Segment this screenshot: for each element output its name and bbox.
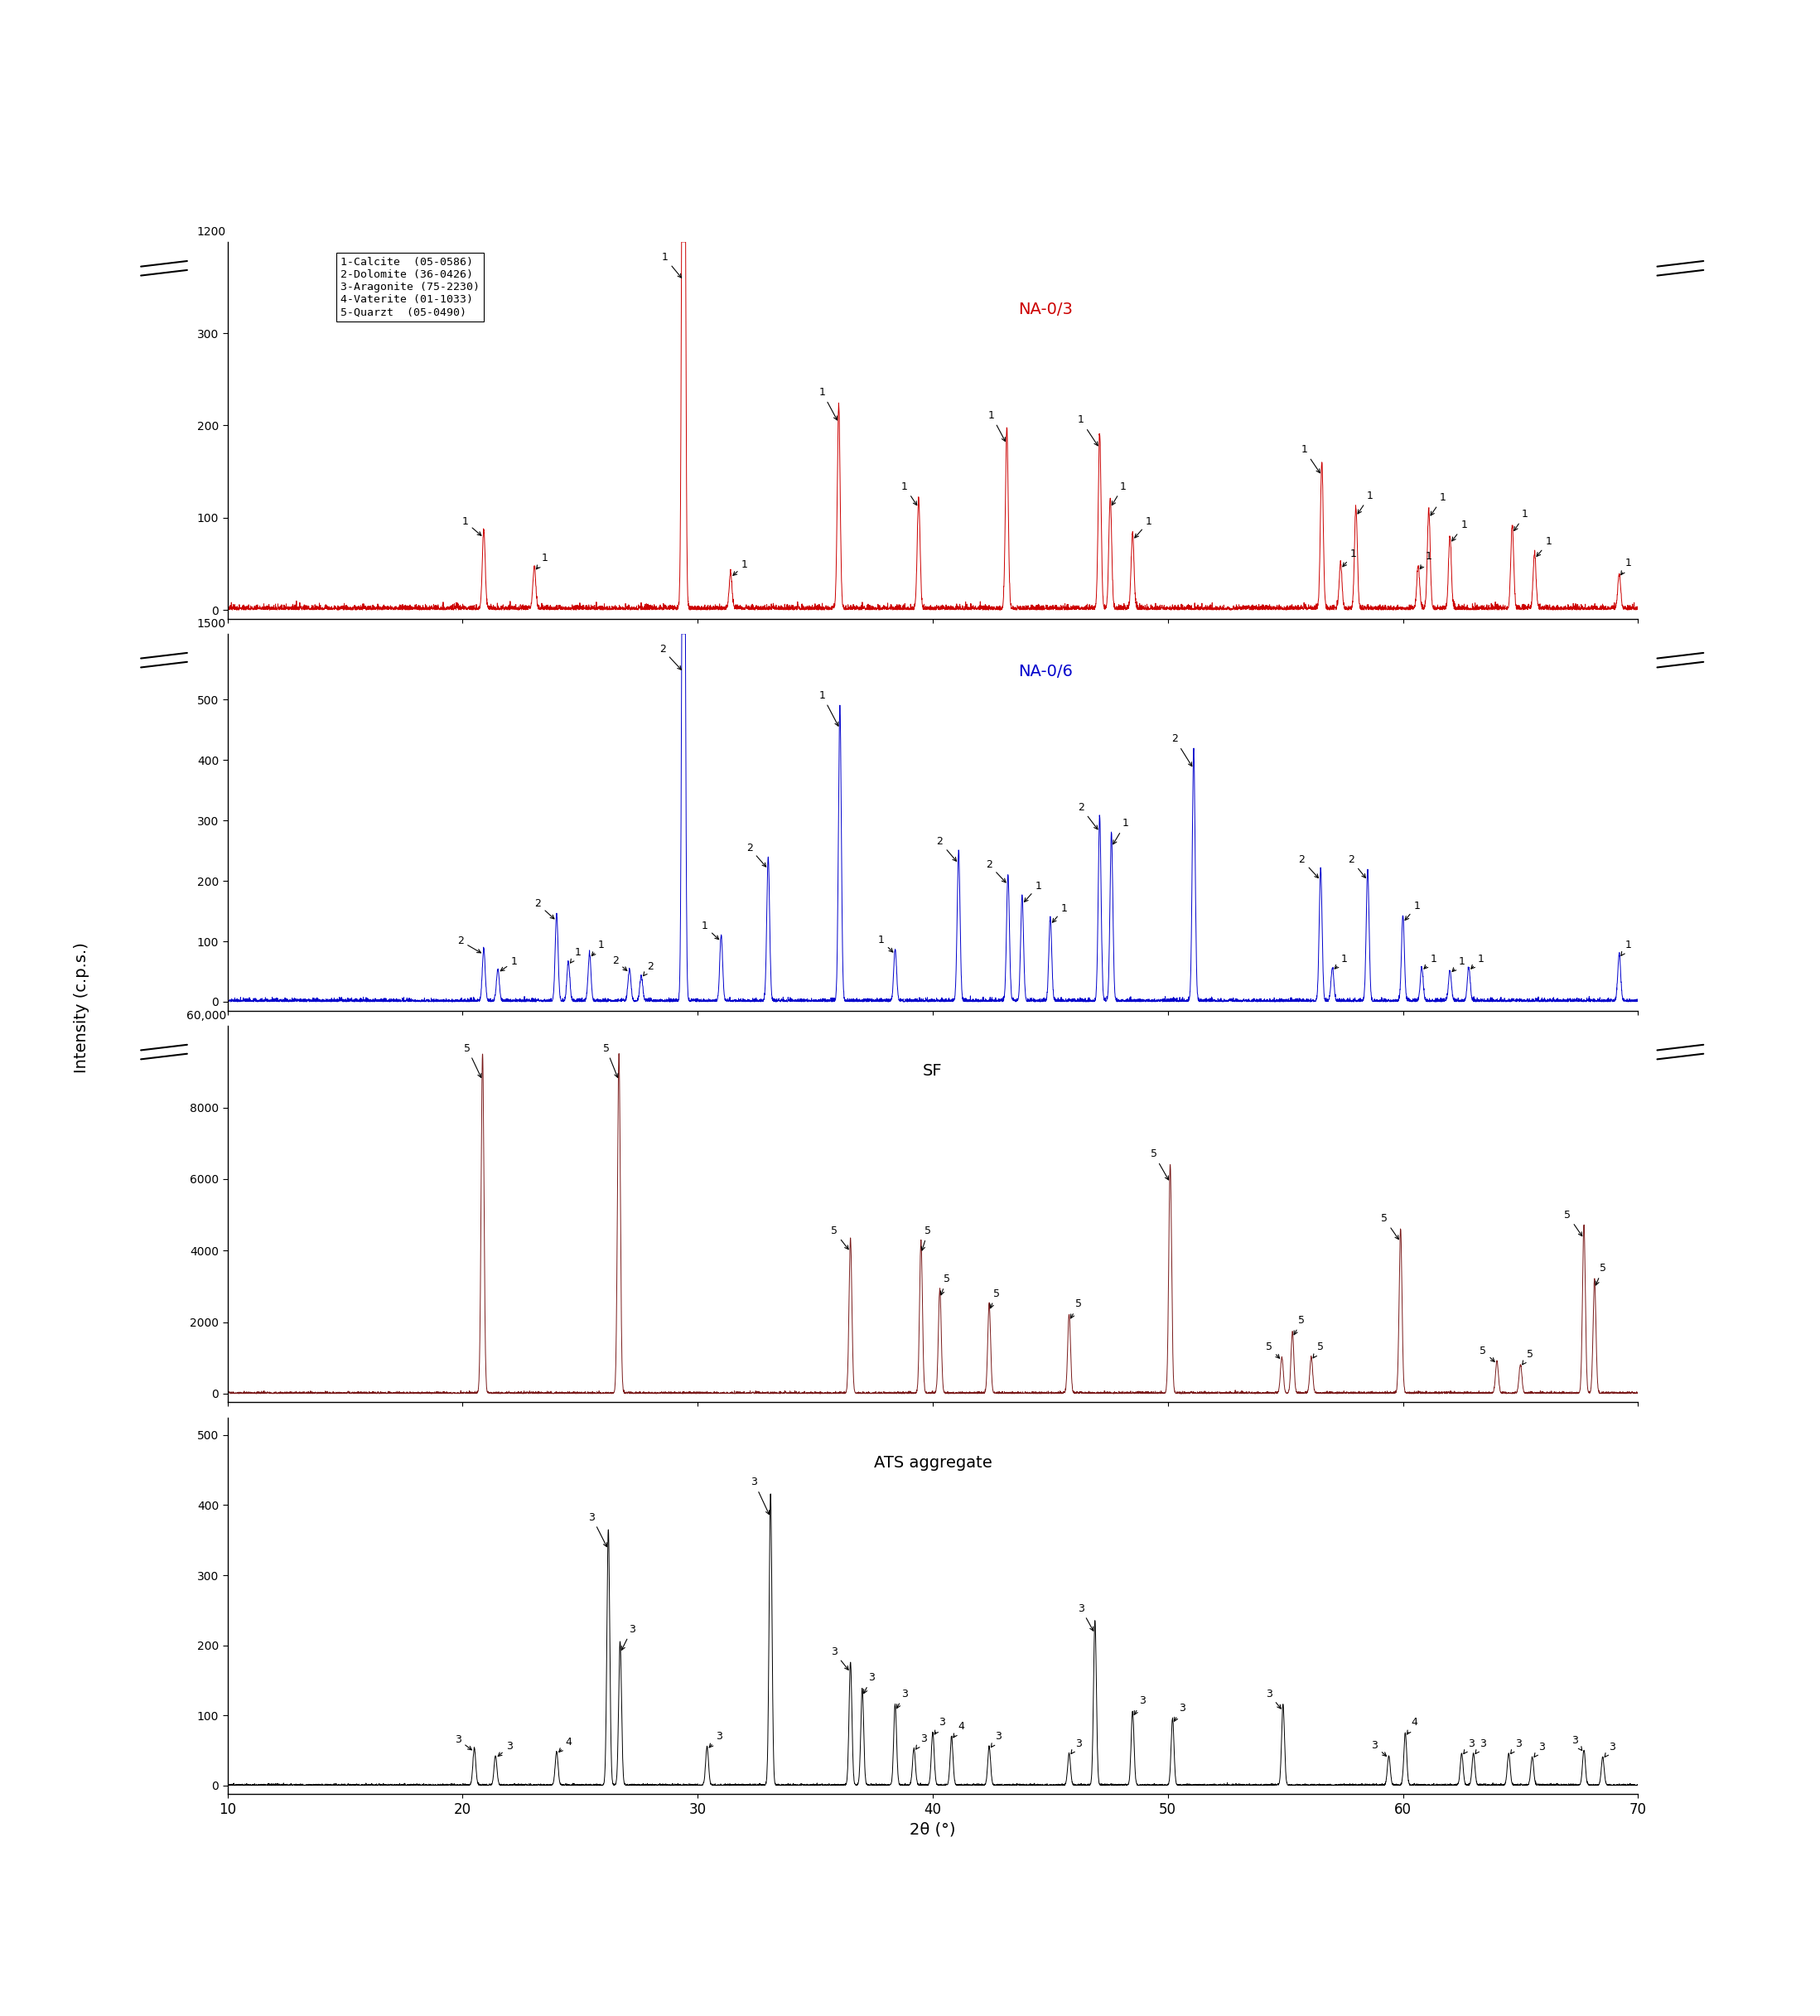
Text: 5: 5 [990,1288,999,1308]
Text: 5: 5 [1381,1214,1398,1240]
Text: 60,000: 60,000 [186,1010,226,1022]
Text: 5: 5 [1314,1343,1323,1359]
Text: 5: 5 [1070,1298,1081,1318]
Text: 3: 3 [1571,1734,1582,1750]
Text: 1: 1 [877,935,894,952]
Text: 5: 5 [1294,1314,1305,1335]
Text: 2: 2 [1349,855,1365,877]
Text: 1: 1 [819,387,837,419]
Text: 3: 3 [1077,1603,1094,1631]
Text: 1-Calcite  (05-0586)
2-Dolomite (36-0426)
3-Aragonite (75-2230)
4-Vaterite (01-1: 1-Calcite (05-0586) 2-Dolomite (36-0426)… [340,256,479,317]
Text: 1: 1 [1301,444,1320,474]
Text: 1: 1 [501,956,517,972]
Text: 1: 1 [1114,818,1128,845]
Text: 3: 3 [1134,1695,1145,1716]
Text: 1: 1 [1112,482,1127,506]
Text: 2: 2 [659,643,681,669]
Text: 3: 3 [1072,1738,1081,1754]
Text: 5: 5 [1480,1345,1494,1361]
Text: 3: 3 [752,1478,770,1514]
Text: 1: 1 [1431,492,1447,516]
Text: 3: 3 [1476,1738,1487,1754]
Text: 5: 5 [921,1226,932,1250]
Text: 1: 1 [1420,550,1432,569]
Text: 1500: 1500 [197,619,226,629]
Text: 3: 3 [864,1673,875,1693]
Text: 1: 1 [1334,954,1347,970]
Text: 1: 1 [537,552,548,569]
Text: 3: 3 [1534,1742,1545,1758]
Text: SF: SF [923,1062,943,1079]
Text: NA-0/3: NA-0/3 [1019,302,1072,319]
Text: 1: 1 [819,689,839,726]
Text: 2: 2 [612,956,626,970]
Text: 1: 1 [1622,939,1633,956]
Text: 5: 5 [1596,1264,1605,1284]
Text: 3: 3 [897,1689,908,1708]
Text: 1: 1 [1025,881,1041,901]
Text: 1: 1 [1405,901,1420,919]
Text: 1: 1 [1536,536,1552,556]
Text: NA-0/6: NA-0/6 [1019,663,1072,679]
Text: 1: 1 [1452,520,1467,540]
Text: 2: 2 [1172,734,1192,766]
Text: Intensity (c.p.s.): Intensity (c.p.s.) [75,943,89,1073]
Text: 5: 5 [830,1226,848,1250]
Text: 1200: 1200 [197,226,226,238]
Text: 5: 5 [1150,1149,1168,1179]
Text: 2: 2 [642,962,653,976]
X-axis label: 2θ (°): 2θ (°) [910,1822,956,1837]
Text: 3: 3 [710,1732,723,1748]
Text: 2: 2 [1298,855,1318,877]
Text: 1: 1 [1343,548,1358,566]
Text: 4: 4 [954,1722,965,1738]
Text: 1: 1 [1423,954,1436,970]
Text: 3: 3 [1463,1738,1474,1754]
Text: 1: 1 [1077,415,1097,446]
Text: 2: 2 [1077,802,1097,829]
Text: 1: 1 [901,482,917,506]
Text: 5: 5 [464,1042,480,1077]
Text: 1: 1 [701,921,719,939]
Text: 1: 1 [1052,903,1068,923]
Text: 1: 1 [592,939,604,956]
Text: 3: 3 [588,1512,606,1546]
Text: 3: 3 [992,1732,1001,1748]
Text: 1: 1 [1514,508,1529,530]
Text: ATS aggregate: ATS aggregate [874,1456,992,1470]
Text: 5: 5 [1522,1349,1532,1365]
Text: 2: 2 [937,837,957,861]
Text: 3: 3 [915,1734,926,1750]
Text: 3: 3 [499,1742,513,1756]
Text: 1: 1 [570,948,581,964]
Text: 4: 4 [1407,1718,1418,1734]
Text: 3: 3 [830,1647,848,1669]
Text: 4: 4 [559,1738,571,1752]
Text: 5: 5 [1265,1343,1279,1359]
Text: 1: 1 [988,409,1005,442]
Text: 1: 1 [1136,516,1152,538]
Text: 3: 3 [1605,1742,1616,1758]
Text: 3: 3 [455,1734,471,1750]
Text: 1: 1 [1622,558,1633,575]
Text: 1: 1 [1471,954,1483,970]
Text: 2: 2 [535,899,553,919]
Text: 3: 3 [1265,1689,1281,1710]
Text: 2: 2 [457,935,480,954]
Text: 3: 3 [1372,1740,1387,1756]
Text: 1: 1 [1358,490,1374,514]
Text: 3: 3 [1511,1738,1522,1754]
Text: 1: 1 [462,516,480,536]
Text: 5: 5 [1563,1210,1582,1236]
Text: 3: 3 [622,1625,635,1649]
Text: 5: 5 [941,1274,950,1294]
Text: 2: 2 [746,843,766,867]
Text: 1: 1 [661,252,681,278]
Text: 2: 2 [986,859,1006,883]
Text: 1: 1 [1452,956,1465,972]
Text: 1: 1 [733,560,748,575]
Text: 5: 5 [602,1042,619,1077]
Text: 3: 3 [935,1718,945,1734]
Text: 3: 3 [1174,1702,1185,1722]
